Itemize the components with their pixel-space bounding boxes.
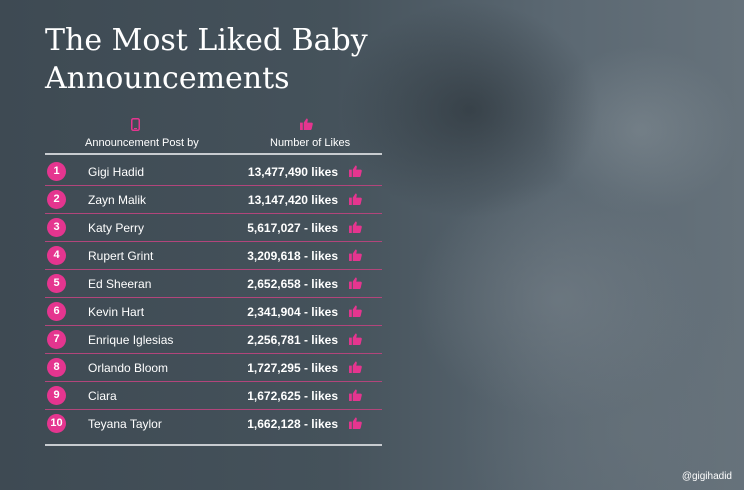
title-line-2: Announcements — [45, 61, 290, 96]
photo-credit: @gigihadid — [681, 471, 732, 482]
table-row: 3 Katy Perry 5,617,027 - likes — [45, 214, 382, 242]
likes-count: 1,672,625 - likes — [247, 389, 338, 403]
table-row: 1 Gigi Hadid 13,477,490 likes — [45, 158, 382, 186]
title-line-1: The Most Liked Baby — [45, 23, 368, 58]
rank-badge: 6 — [47, 302, 66, 321]
thumbs-up-icon — [349, 416, 362, 434]
column-header-post: Announcement Post by — [85, 137, 199, 149]
column-header-likes: Number of Likes — [270, 137, 351, 149]
likes-count: 1,662,128 - likes — [247, 417, 338, 431]
likes-count: 2,256,781 - likes — [247, 333, 338, 347]
rank-badge: 9 — [47, 386, 66, 405]
likes-count: 5,617,027 - likes — [247, 221, 338, 235]
page-title: The Most Liked Baby Announcements — [45, 22, 368, 98]
thumbs-up-icon — [349, 220, 362, 238]
likes-table: 1 Gigi Hadid 13,477,490 likes 2 Zayn Malik 13… — [45, 158, 382, 438]
table-row: 2 Zayn Malik 13,147,420 likes — [45, 186, 382, 214]
poster-name: Katy Perry — [88, 221, 145, 235]
likes-count: 2,341,904 - likes — [247, 305, 338, 319]
poster-name: Enrique Iglesias — [88, 333, 174, 347]
table-row: 9 Ciara 1,672,625 - likes — [45, 382, 382, 410]
poster-name: Gigi Hadid — [88, 165, 145, 179]
rank-badge: 8 — [47, 358, 66, 377]
phone-icon — [131, 118, 140, 131]
table-row: 7 Enrique Iglesias 2,256,781 - likes — [45, 326, 382, 354]
likes-count: 2,652,658 - likes — [247, 277, 338, 291]
thumbs-up-icon — [349, 192, 362, 210]
likes-count: 3,209,618 - likes — [247, 249, 338, 263]
rank-badge: 1 — [47, 162, 66, 181]
thumbs-up-icon — [300, 118, 313, 130]
poster-name: Rupert Grint — [88, 249, 154, 263]
poster-name: Teyana Taylor — [88, 417, 162, 431]
likes-count: 1,727,295 - likes — [247, 361, 338, 375]
poster-name: Orlando Bloom — [88, 361, 169, 375]
table-row: 10 Teyana Taylor 1,662,128 - likes — [45, 410, 382, 438]
poster-name: Kevin Hart — [88, 305, 145, 319]
thumbs-up-icon — [349, 304, 362, 322]
thumbs-up-icon — [349, 248, 362, 266]
thumbs-up-icon — [349, 388, 362, 406]
table-row: 6 Kevin Hart 2,341,904 - likes — [45, 298, 382, 326]
table-row: 5 Ed Sheeran 2,652,658 - likes — [45, 270, 382, 298]
rank-badge: 5 — [47, 274, 66, 293]
thumbs-up-icon — [349, 276, 362, 294]
table-bottom-rule — [45, 444, 382, 446]
poster-name: Ciara — [88, 389, 117, 403]
rank-badge: 7 — [47, 330, 66, 349]
rank-badge: 2 — [47, 190, 66, 209]
likes-count: 13,147,420 likes — [247, 193, 338, 207]
rank-badge: 3 — [47, 218, 66, 237]
poster-name: Zayn Malik — [88, 193, 147, 207]
thumbs-up-icon — [349, 332, 362, 350]
rank-badge: 10 — [47, 414, 66, 433]
poster-name: Ed Sheeran — [88, 277, 152, 291]
likes-count: 13,477,490 likes — [247, 165, 338, 179]
thumbs-up-icon — [349, 164, 362, 182]
table-top-rule — [45, 153, 382, 155]
table-row: 8 Orlando Bloom 1,727,295 - likes — [45, 354, 382, 382]
rank-badge: 4 — [47, 246, 66, 265]
thumbs-up-icon — [349, 360, 362, 378]
table-row: 4 Rupert Grint 3,209,618 - likes — [45, 242, 382, 270]
